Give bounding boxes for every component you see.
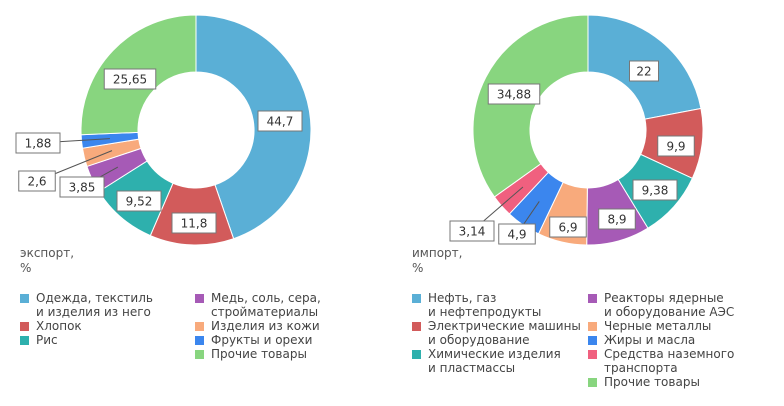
legend-swatch bbox=[20, 336, 29, 345]
value-label: 9,52 bbox=[126, 195, 153, 209]
legend-swatch bbox=[195, 336, 204, 345]
label-box bbox=[498, 223, 536, 245]
legend-item: Черные металлы bbox=[588, 319, 711, 333]
label-box bbox=[103, 68, 157, 90]
legend-item: Нефть, газ и нефтепродукты bbox=[412, 291, 541, 319]
legend-item: Хлопок bbox=[20, 319, 82, 333]
label-box bbox=[257, 110, 303, 132]
value-label: 9,9 bbox=[666, 140, 685, 154]
value-label: 3,85 bbox=[69, 181, 96, 195]
value-label: 2,6 bbox=[27, 175, 46, 189]
value-label: 1,88 bbox=[25, 137, 52, 151]
legend-swatch bbox=[20, 294, 29, 303]
value-label: 11,8 bbox=[181, 217, 208, 231]
label-box bbox=[487, 83, 541, 105]
value-label: 6,9 bbox=[558, 221, 577, 235]
value-label: 25,65 bbox=[113, 73, 147, 87]
value-label: 44,7 bbox=[267, 115, 294, 129]
label-box bbox=[116, 190, 162, 212]
label-box bbox=[549, 216, 587, 238]
legend-swatch bbox=[412, 350, 421, 359]
value-label: 4,9 bbox=[507, 228, 526, 242]
label-box bbox=[598, 208, 636, 230]
value-label: 8,9 bbox=[607, 213, 626, 227]
legend-swatch bbox=[195, 322, 204, 331]
label-box bbox=[18, 170, 56, 192]
legend-item: Прочие товары bbox=[588, 375, 700, 389]
legend-swatch bbox=[195, 350, 204, 359]
legend-item: Фрукты и орехи bbox=[195, 333, 312, 347]
legend-swatch bbox=[412, 322, 421, 331]
legend-item: Электрические машины и оборудование bbox=[412, 319, 581, 347]
legend-swatch bbox=[20, 322, 29, 331]
legend-swatch bbox=[588, 322, 597, 331]
legend-item: Химические изделия и пластмассы bbox=[412, 347, 561, 375]
legend-swatch bbox=[588, 294, 597, 303]
legend-item: Одежда, текстиль и изделия из него bbox=[20, 291, 153, 319]
value-label: 22 bbox=[636, 65, 651, 79]
legend-swatch bbox=[412, 294, 421, 303]
label-box bbox=[15, 132, 61, 154]
axis-label: экспорт, % bbox=[20, 246, 75, 275]
label-box bbox=[632, 179, 678, 201]
legend-swatch bbox=[588, 350, 597, 359]
legend-item: Рис bbox=[20, 333, 58, 347]
legend-item: Медь, соль, сера, стройматериалы bbox=[195, 291, 321, 319]
axis-label: импорт, % bbox=[412, 246, 463, 275]
legend-item: Реакторы ядерные и оборудование АЭС bbox=[588, 291, 734, 319]
legend-item: Изделия из кожи bbox=[195, 319, 320, 333]
legend-swatch bbox=[588, 378, 597, 387]
value-label: 9,38 bbox=[642, 184, 669, 198]
slice bbox=[195, 14, 312, 240]
label-box bbox=[629, 60, 659, 82]
label-box bbox=[171, 212, 217, 234]
slice bbox=[472, 14, 589, 198]
legend-item: Средства наземного транспорта bbox=[588, 347, 734, 375]
legend-item: Прочие товары bbox=[195, 347, 307, 361]
value-label: 3,14 bbox=[459, 225, 486, 239]
label-box bbox=[59, 176, 105, 198]
legend-item: Жиры и масла bbox=[588, 333, 695, 347]
legend-swatch bbox=[195, 294, 204, 303]
legend-swatch bbox=[588, 336, 597, 345]
label-box bbox=[657, 135, 695, 157]
value-label: 34,88 bbox=[497, 88, 531, 102]
label-box bbox=[449, 220, 495, 242]
